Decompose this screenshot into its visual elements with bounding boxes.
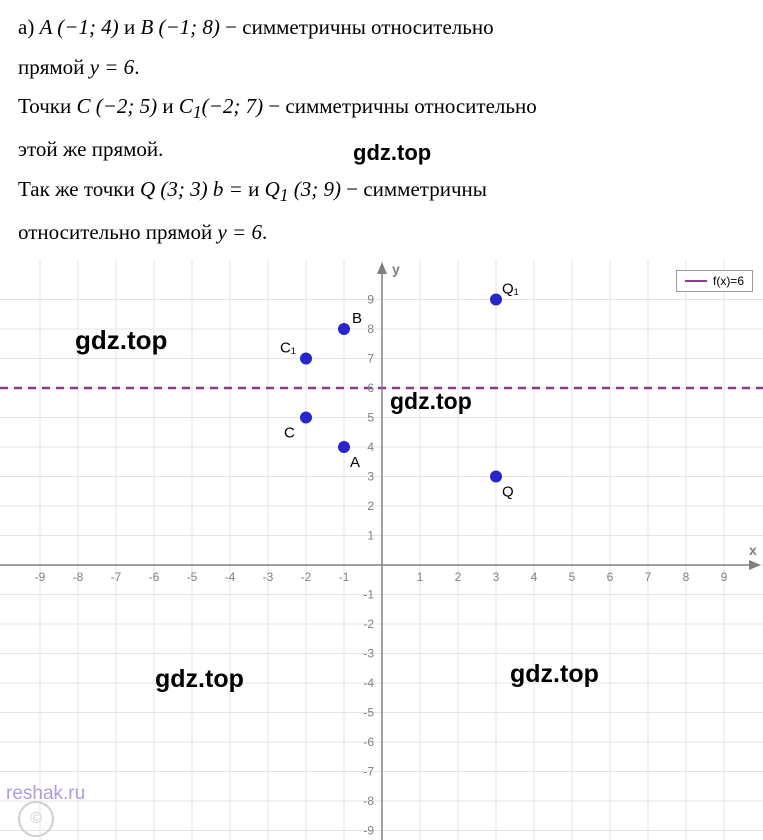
svg-text:1: 1: [367, 528, 374, 542]
svg-text:9: 9: [721, 570, 728, 584]
text-line-6: относительно прямой y = 6.: [18, 215, 745, 251]
svg-text:5: 5: [367, 410, 374, 424]
svg-text:Q: Q: [502, 483, 514, 500]
svg-text:A: A: [350, 454, 360, 471]
chart-legend: f(x)=6: [676, 270, 753, 292]
svg-text:-6: -6: [149, 570, 160, 584]
svg-text:-2: -2: [363, 617, 374, 631]
svg-text:-3: -3: [263, 570, 274, 584]
svg-text:y: y: [392, 261, 400, 277]
text-part: и: [243, 177, 265, 201]
svg-text:7: 7: [367, 351, 374, 365]
svg-text:4: 4: [531, 570, 538, 584]
problem-text: а) A (−1; 4) и B (−1; 8) − симметричны о…: [0, 0, 763, 260]
point-B-coords: B (−1; 8): [140, 15, 219, 39]
svg-text:3: 3: [367, 469, 374, 483]
text-part: а): [18, 15, 40, 39]
text-line-1: а) A (−1; 4) и B (−1; 8) − симметричны о…: [18, 10, 745, 46]
watermark: gdz.top: [353, 134, 431, 171]
svg-text:-2: -2: [301, 570, 312, 584]
svg-text:-7: -7: [111, 570, 122, 584]
subscript: 1: [193, 103, 202, 123]
svg-text:1: 1: [417, 570, 424, 584]
text-part: .: [262, 220, 267, 244]
point-C-coords: C (−2; 5): [76, 94, 157, 118]
svg-text:x: x: [749, 542, 757, 558]
legend-label: f(x)=6: [713, 274, 744, 288]
svg-text:C: C: [284, 424, 295, 441]
svg-text:-3: -3: [363, 646, 374, 660]
text-part: C: [179, 94, 193, 118]
svg-text:-4: -4: [225, 570, 236, 584]
text-part: Точки: [18, 94, 76, 118]
svg-text:8: 8: [367, 322, 374, 336]
text-part: − симметричны относительно: [263, 94, 537, 118]
point-Q-coords: Q (3; 3) b =: [140, 177, 243, 201]
svg-text:-5: -5: [187, 570, 198, 584]
svg-text:2: 2: [455, 570, 462, 584]
text-part: − симметричны: [341, 177, 487, 201]
copyright-icon: ©: [18, 801, 54, 837]
text-line-5: Так же точки Q (3; 3) b = и Q1 (3; 9) − …: [18, 172, 745, 211]
svg-text:C₁: C₁: [280, 339, 296, 356]
svg-text:-1: -1: [339, 570, 350, 584]
subscript: 1: [280, 185, 289, 205]
svg-text:-4: -4: [363, 676, 374, 690]
svg-text:-8: -8: [363, 794, 374, 808]
svg-text:6: 6: [367, 381, 374, 395]
svg-text:-8: -8: [73, 570, 84, 584]
svg-text:-7: -7: [363, 764, 374, 778]
svg-text:-9: -9: [363, 823, 374, 837]
text-part: и: [119, 15, 141, 39]
svg-text:6: 6: [607, 570, 614, 584]
svg-text:B: B: [352, 310, 362, 327]
svg-text:9: 9: [367, 292, 374, 306]
svg-text:4: 4: [367, 440, 374, 454]
text-part: и: [157, 94, 179, 118]
text-line-3: Точки C (−2; 5) и C1(−2; 7) − симметричн…: [18, 89, 745, 128]
text-part: − симметричны относительно: [220, 15, 494, 39]
text-part: .: [134, 55, 139, 79]
point-Q1-coords: (3; 9): [289, 177, 341, 201]
equation: y = 6: [90, 55, 135, 79]
text-part: Так же точки: [18, 177, 140, 201]
svg-text:Q₁: Q₁: [502, 280, 519, 297]
text-line-2: прямой y = 6.: [18, 50, 745, 86]
text-part: прямой: [18, 55, 90, 79]
svg-text:7: 7: [645, 570, 652, 584]
svg-text:3: 3: [493, 570, 500, 584]
svg-text:-9: -9: [35, 570, 46, 584]
svg-text:5: 5: [569, 570, 576, 584]
svg-text:-5: -5: [363, 705, 374, 719]
point-C1-coords: (−2; 7): [202, 94, 263, 118]
chart-svg: x y -9 -8 -7 -6 -5 -4 -3 -2 -1 1 2 3 4 5 6 7 8 9 -9 -8 -7 -6 -5 -…: [0, 260, 763, 840]
svg-text:8: 8: [683, 570, 690, 584]
svg-text:-1: -1: [363, 587, 374, 601]
text-line-4: этой же прямой. gdz.top: [18, 132, 745, 168]
reshak-logo: reshak.ru: [6, 783, 85, 805]
equation: y = 6: [217, 220, 262, 244]
text-part: Q: [265, 177, 280, 201]
svg-text:2: 2: [367, 499, 374, 513]
text-part: относительно прямой: [18, 220, 217, 244]
point-A-coords: A (−1; 4): [40, 15, 119, 39]
coordinate-chart: x y -9 -8 -7 -6 -5 -4 -3 -2 -1 1 2 3 4 5 6 7 8 9 -9 -8 -7 -6 -5 -…: [0, 260, 763, 840]
text-part: этой же прямой.: [18, 137, 163, 161]
svg-text:-6: -6: [363, 735, 374, 749]
legend-line: [685, 280, 707, 282]
